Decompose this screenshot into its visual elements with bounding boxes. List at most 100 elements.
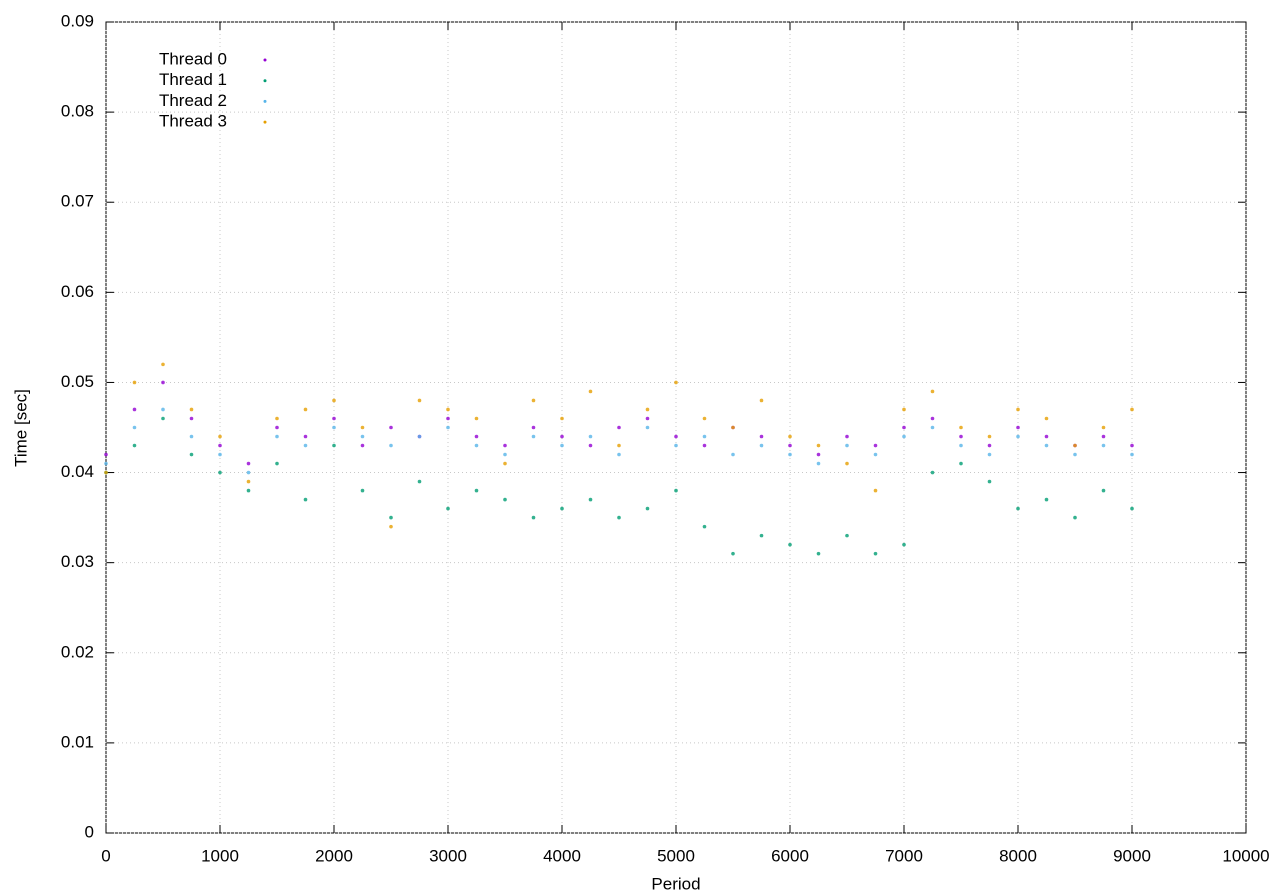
data-point <box>446 425 450 430</box>
x-tick-label: 3000 <box>429 846 467 865</box>
data-point <box>360 434 365 439</box>
data-point <box>132 380 137 385</box>
data-point <box>1101 443 1106 448</box>
data-point <box>446 416 450 421</box>
data-point <box>246 461 251 466</box>
data-point <box>417 479 422 484</box>
x-tick-label: 1000 <box>201 846 239 865</box>
x-tick-label: 7000 <box>885 846 923 865</box>
legend-label: Thread 0 <box>159 49 227 68</box>
data-point <box>759 443 764 448</box>
data-point <box>617 443 621 448</box>
data-point <box>189 407 194 412</box>
data-point <box>902 425 906 430</box>
data-point <box>788 443 792 448</box>
x-tick-label: 8000 <box>999 846 1037 865</box>
data-point <box>246 488 251 493</box>
legend-label: Thread 3 <box>159 112 227 131</box>
x-tick-label: 2000 <box>315 846 353 865</box>
data-point <box>104 452 108 457</box>
data-point <box>1044 416 1049 421</box>
data-point <box>275 425 279 430</box>
data-point <box>1101 434 1106 439</box>
data-point <box>560 443 564 448</box>
data-point <box>731 425 735 430</box>
data-point <box>588 443 593 448</box>
data-point <box>132 407 137 412</box>
data-point <box>845 461 849 466</box>
data-point <box>759 398 764 403</box>
data-point <box>531 515 536 520</box>
data-point <box>873 443 878 448</box>
data-point <box>1073 515 1077 520</box>
data-point <box>617 452 621 457</box>
data-point <box>161 416 165 421</box>
legend-marker <box>263 79 267 83</box>
data-point <box>816 461 821 466</box>
data-point <box>474 488 479 493</box>
data-point <box>389 443 393 448</box>
data-point <box>645 425 650 430</box>
data-point <box>1044 443 1049 448</box>
data-point <box>218 443 222 448</box>
data-point <box>503 461 507 466</box>
data-point <box>332 398 336 403</box>
y-tick-label: 0.01 <box>61 732 94 751</box>
data-point <box>1130 452 1134 457</box>
data-point <box>531 434 536 439</box>
data-point <box>788 452 792 457</box>
data-point <box>189 416 194 421</box>
data-point <box>731 551 735 556</box>
data-point <box>1101 488 1106 493</box>
data-point <box>332 443 336 448</box>
data-point <box>959 443 963 448</box>
data-point <box>417 434 422 439</box>
x-tick-label: 9000 <box>1113 846 1151 865</box>
data-point <box>674 380 678 385</box>
data-point <box>645 416 650 421</box>
data-point <box>816 551 821 556</box>
data-point <box>389 425 393 430</box>
data-point <box>1130 443 1134 448</box>
data-point <box>531 425 536 430</box>
data-point <box>930 389 935 394</box>
data-point <box>617 515 621 520</box>
data-point <box>1101 425 1106 430</box>
data-point <box>218 470 222 475</box>
data-point <box>1044 434 1049 439</box>
data-point <box>987 434 992 439</box>
y-tick-label: 0.02 <box>61 642 94 661</box>
data-point <box>218 434 222 439</box>
data-point <box>702 434 707 439</box>
data-point <box>617 425 621 430</box>
data-point <box>959 425 963 430</box>
data-point <box>560 416 564 421</box>
data-point <box>873 551 878 556</box>
y-axis-label: Time [sec] <box>11 389 30 467</box>
data-point <box>303 443 308 448</box>
data-point <box>104 470 108 475</box>
data-point <box>1044 497 1049 502</box>
data-point <box>503 443 507 448</box>
data-point <box>332 416 336 421</box>
data-point <box>1130 407 1134 412</box>
data-point <box>389 524 393 529</box>
legend-marker <box>263 58 267 62</box>
data-point <box>303 497 308 502</box>
data-point <box>360 488 365 493</box>
data-point <box>417 398 422 403</box>
data-point <box>930 425 935 430</box>
legend-marker <box>263 99 267 103</box>
data-point <box>674 434 678 439</box>
y-tick-label: 0.04 <box>61 462 94 481</box>
data-point <box>1073 452 1077 457</box>
data-point <box>246 479 251 484</box>
data-point <box>446 506 450 511</box>
data-point <box>645 506 650 511</box>
data-point <box>1016 407 1020 412</box>
data-point <box>788 542 792 547</box>
data-point <box>645 407 650 412</box>
data-point <box>218 452 222 457</box>
data-point <box>189 452 194 457</box>
